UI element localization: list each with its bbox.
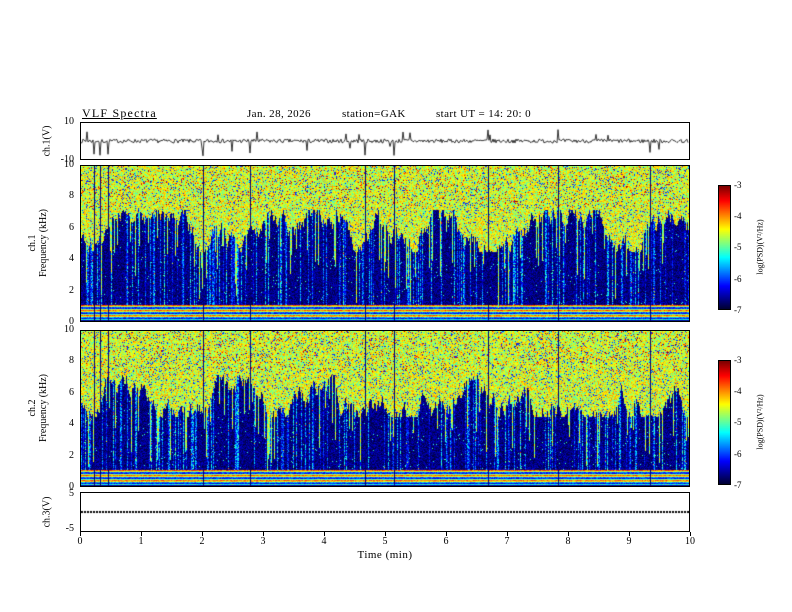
ch1-waveform-canvas	[81, 123, 689, 159]
xtick-label: 10	[685, 536, 695, 547]
ch1-spectrogram-canvas	[81, 166, 689, 321]
ytick-label: 4	[69, 418, 74, 429]
ytick-label: 10	[64, 159, 74, 170]
frequency-unit-label: Frequency (kHz)	[38, 208, 49, 278]
ytick-label: 0	[69, 481, 74, 492]
x-axis-tick-mark	[446, 532, 447, 536]
colorbar-tick-label: -7	[734, 305, 742, 315]
ytick-label: 2	[69, 285, 74, 296]
x-axis-tick-mark	[507, 532, 508, 536]
xtick-label: 5	[382, 536, 388, 547]
ytick-label: 2	[69, 450, 74, 461]
xtick-label: 6	[443, 536, 449, 547]
ytick-label: 6	[69, 222, 74, 233]
xtick-label: 2	[199, 536, 205, 547]
colorbar-tick-label: -3	[734, 180, 742, 190]
ytick-label: -5	[65, 523, 74, 534]
station-label: station=GAK	[342, 108, 406, 120]
colorbar-tick-label: -5	[734, 242, 742, 252]
ch3-waveform-panel	[80, 492, 690, 532]
ch1-frequency-axis-label: ch.1 Frequency (kHz)	[27, 209, 49, 277]
ch2-channel-label: ch.2	[27, 399, 38, 417]
colorbar2	[718, 360, 731, 485]
ytick-label: 10	[64, 324, 74, 335]
xtick-label: 9	[626, 536, 632, 547]
xtick-label: 4	[321, 536, 327, 547]
colorbar2-label: log(PSD)(V²/Hz)	[755, 394, 765, 450]
ytick-label: 8	[69, 190, 74, 201]
x-axis-tick-mark	[629, 532, 630, 536]
ch3-waveform-canvas	[81, 493, 689, 531]
colorbar2-canvas	[719, 361, 730, 484]
ytick-label: 10	[64, 116, 74, 127]
ch1-voltage-axis-label: ch.1(V)	[41, 125, 53, 157]
xtick-label: 7	[504, 536, 510, 547]
xtick-label: 8	[565, 536, 571, 547]
x-axis-tick-mark	[568, 532, 569, 536]
colorbar1-canvas	[719, 186, 730, 309]
colorbar-tick-label: -5	[734, 417, 742, 427]
x-axis-title: Time (min)	[357, 549, 413, 561]
frequency-unit-label: Frequency (kHz)	[38, 373, 49, 443]
page-title: VLF Spectra	[82, 106, 157, 120]
colorbar-tick-label: -4	[734, 211, 742, 221]
x-axis-tick-mark	[324, 532, 325, 536]
colorbar-tick-label: -6	[734, 274, 742, 284]
x-axis-tick-mark	[385, 532, 386, 536]
colorbar1	[718, 185, 731, 310]
ytick-label: 6	[69, 387, 74, 398]
ytick-label: -10	[60, 154, 74, 165]
ytick-label: 0	[69, 316, 74, 327]
ch1-spectrogram-panel	[80, 165, 690, 322]
ch2-spectrogram-panel	[80, 330, 690, 487]
colorbar1-label: log(PSD)(V²/Hz)	[755, 219, 765, 275]
x-axis-tick-mark	[141, 532, 142, 536]
date-label: Jan. 28, 2026	[247, 108, 311, 120]
ytick-label: 5	[69, 488, 74, 499]
xtick-label: 1	[138, 536, 144, 547]
colorbar-tick-label: -4	[734, 386, 742, 396]
xtick-label: 3	[260, 536, 266, 547]
ch1-waveform-panel	[80, 122, 690, 160]
x-axis-tick-mark	[263, 532, 264, 536]
colorbar-tick-label: -3	[734, 355, 742, 365]
colorbar-tick-label: -6	[734, 449, 742, 459]
ytick-label: 4	[69, 253, 74, 264]
xtick-label: 0	[77, 536, 83, 547]
ch3-voltage-axis-label: ch.3(V)	[41, 496, 53, 528]
start-ut-label: start UT = 14: 20: 0	[436, 108, 531, 120]
ch2-frequency-axis-label: ch.2 Frequency (kHz)	[27, 374, 49, 442]
ch1-channel-label: ch.1	[27, 234, 38, 252]
ytick-label: 8	[69, 355, 74, 366]
colorbar-tick-label: -7	[734, 480, 742, 490]
x-axis-tick-mark	[80, 532, 81, 536]
x-axis-tick-mark	[202, 532, 203, 536]
x-axis-tick-mark	[690, 532, 691, 536]
ch2-spectrogram-canvas	[81, 331, 689, 486]
